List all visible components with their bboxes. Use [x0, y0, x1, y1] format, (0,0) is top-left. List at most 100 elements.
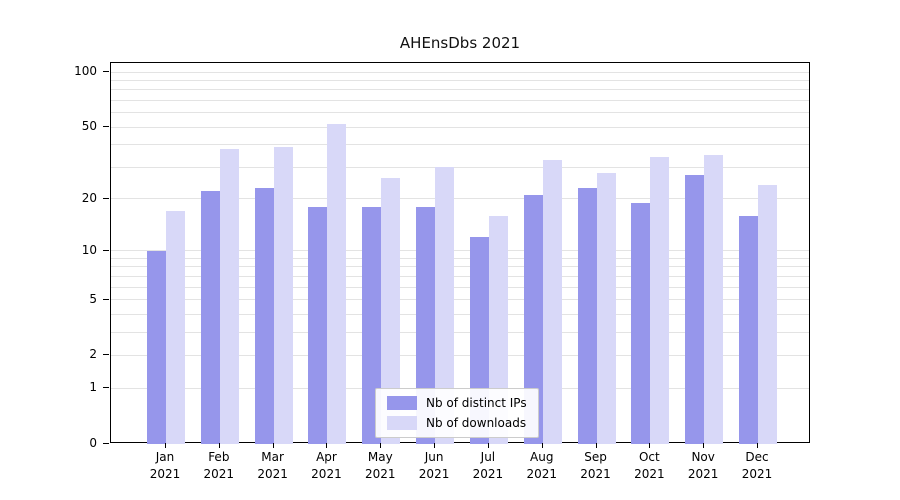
gridline	[111, 257, 809, 259]
x-tick-year: 2021	[687, 467, 719, 481]
y-tick-mark	[103, 197, 109, 199]
x-tick-label: Sep 2021	[567, 449, 625, 483]
gridline	[111, 275, 809, 277]
x-tick-mark	[541, 443, 543, 448]
y-tick-label: 10	[81, 242, 97, 257]
gridline	[111, 331, 809, 333]
legend-entry: Nb of downloads	[387, 416, 527, 430]
x-tick-year: 2021	[634, 467, 665, 481]
x-tick-label: Mar 2021	[244, 449, 302, 483]
bar-distinct-ips	[577, 187, 597, 444]
y-tick-mark	[103, 387, 109, 389]
gridline	[111, 313, 809, 315]
x-tick-month: Dec	[745, 450, 769, 464]
gridline	[111, 198, 809, 200]
bar-distinct-ips	[685, 175, 705, 444]
bar-downloads	[704, 155, 724, 444]
y-tick-mark	[103, 443, 109, 444]
y-tick-label: 20	[81, 190, 97, 205]
y-tick-label: 100	[74, 64, 97, 78]
gridline	[111, 166, 809, 168]
x-tick-mark	[218, 443, 220, 448]
x-tick-month: Apr	[316, 450, 337, 464]
legend-swatch	[387, 396, 417, 410]
bar-downloads	[488, 215, 508, 444]
legend-swatch	[387, 416, 417, 430]
x-tick-label: Dec 2021	[728, 449, 786, 483]
x-tick-mark	[487, 443, 489, 448]
x-tick-label: Jul 2021	[459, 449, 517, 483]
bar-distinct-ips	[200, 191, 220, 444]
bar-downloads	[435, 167, 455, 444]
x-tick-mark	[703, 443, 705, 448]
x-tick-month: Mar	[261, 450, 284, 464]
bar-distinct-ips	[362, 206, 382, 444]
bar-distinct-ips	[739, 215, 758, 444]
y-tick-label: 1	[89, 380, 97, 395]
x-tick-label: Aug 2021	[513, 449, 571, 483]
x-tick-month: May	[367, 450, 393, 464]
x-tick-label: Nov 2021	[674, 449, 732, 483]
x-tick-year: 2021	[526, 467, 557, 481]
gridline	[111, 89, 809, 91]
bar-downloads	[166, 211, 185, 444]
y-tick-mark	[103, 354, 109, 356]
x-tick-year: 2021	[741, 467, 773, 481]
legend-entry: Nb of distinct IPs	[387, 396, 527, 410]
x-tick-year: 2021	[418, 467, 450, 481]
gridline	[111, 250, 809, 252]
bar-downloads	[542, 159, 562, 444]
bar-distinct-ips	[147, 250, 166, 444]
x-tick-label: Jun 2021	[405, 449, 463, 483]
bar-downloads	[273, 146, 293, 444]
bar-downloads	[758, 184, 777, 444]
gridline	[111, 71, 809, 73]
y-tick-label: 2	[89, 347, 97, 362]
bar-downloads	[650, 157, 670, 444]
gridline	[111, 79, 809, 81]
bar-downloads	[327, 123, 347, 444]
gridline	[111, 354, 809, 356]
gridline	[111, 144, 809, 146]
x-tick-month: Aug	[530, 450, 554, 464]
legend: Nb of distinct IPs Nb of downloads	[375, 388, 539, 438]
gridline	[111, 286, 809, 288]
x-tick-month: Oct	[638, 450, 660, 464]
x-tick-year: 2021	[580, 467, 611, 481]
x-tick-year: 2021	[311, 467, 342, 481]
bar-distinct-ips	[523, 194, 543, 444]
y-tick-mark	[103, 71, 109, 72]
bar-downloads	[219, 148, 239, 444]
y-tick-mark	[103, 126, 109, 128]
gridline	[111, 126, 809, 128]
x-tick-label: Apr 2021	[297, 449, 355, 483]
chart-title: AHEnsDbs 2021	[399, 34, 521, 52]
x-tick-mark	[757, 443, 758, 448]
x-tick-year: 2021	[472, 467, 504, 481]
x-tick-month: Jul	[480, 450, 496, 464]
y-tick-label: 5	[89, 291, 97, 306]
y-tick-label: 50	[81, 119, 97, 134]
x-tick-month: Sep	[584, 450, 607, 464]
x-tick-mark	[380, 443, 382, 448]
x-tick-year: 2021	[257, 467, 288, 481]
x-tick-month: Nov	[691, 450, 715, 464]
x-tick-month: Jan	[155, 450, 175, 464]
x-tick-mark	[595, 443, 597, 448]
x-tick-year: 2021	[203, 467, 235, 481]
y-tick-mark	[103, 298, 109, 300]
gridline	[111, 299, 809, 301]
bar-distinct-ips	[631, 202, 651, 444]
legend-label: Nb of downloads	[426, 416, 527, 430]
x-tick-year: 2021	[149, 467, 181, 481]
x-tick-label: Jan 2021	[136, 449, 194, 483]
x-tick-mark	[326, 443, 328, 448]
y-tick-label: 0	[89, 436, 97, 450]
x-tick-month: Jun	[424, 450, 444, 464]
bar-downloads	[596, 172, 616, 444]
y-tick-mark	[103, 249, 109, 251]
x-tick-mark	[272, 443, 274, 448]
x-tick-label: Feb 2021	[190, 449, 248, 483]
x-tick-label: May 2021	[351, 449, 409, 483]
